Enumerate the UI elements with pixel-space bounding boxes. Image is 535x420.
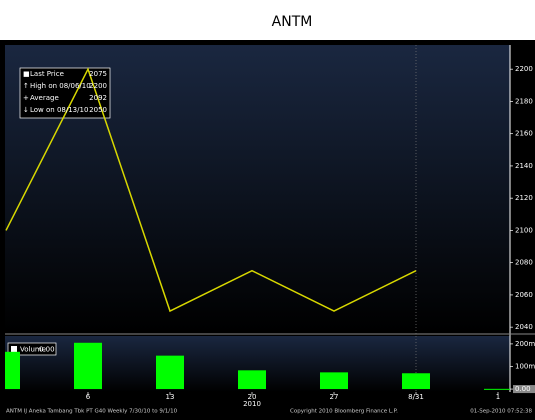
y-tick-label: 2120 [515, 194, 533, 202]
x-tick-label: 8/31 [408, 393, 424, 401]
legend-symbol: ■ [23, 70, 30, 78]
y-tick-label: 200m [515, 340, 535, 348]
volume-bar [156, 355, 184, 390]
price-line [5, 67, 417, 313]
chart-title: ANTM [272, 14, 313, 30]
volume-bar [74, 342, 102, 390]
legend-name: Average [30, 94, 59, 102]
x-sub-label: 2010 [243, 400, 261, 408]
y-tick-label: 2060 [515, 291, 533, 299]
x-tick-label: 1 [496, 393, 500, 401]
y-tick-label: 2140 [515, 162, 533, 170]
y-tick-label: 100m [515, 362, 535, 370]
legend-symbol: ↓ [23, 106, 29, 114]
volume-bar [484, 388, 510, 390]
legend-box [19, 67, 111, 119]
legend-symbol: ↑ [23, 82, 29, 90]
y-tick-label: 2040 [515, 323, 533, 331]
volume-legend-swatch [11, 346, 17, 352]
x-tick-label: 13 [166, 393, 175, 401]
y-tick-label: 2100 [515, 226, 533, 234]
legend-name: Low on 08/13/10 [30, 106, 88, 114]
legend-symbol: + [23, 94, 29, 102]
volume-bar [320, 372, 348, 390]
y-tick-label: 2200 [515, 65, 533, 73]
x-tick-label: 27 [330, 393, 339, 401]
legend-name: High on 08/06/10 [30, 82, 91, 90]
y-tick-label: 2080 [515, 259, 533, 267]
legend-value: 2092 [89, 94, 107, 102]
y-tick-label: 0.00 [515, 385, 531, 393]
volume-bar [402, 373, 430, 390]
legend-value: 2050 [89, 106, 107, 114]
volume-bar [238, 370, 266, 390]
y-tick-highlight [513, 385, 535, 394]
footer-text: Copyright 2010 Bloomberg Finance L.P. [290, 409, 398, 415]
volume-legend-value: 0.00 [39, 346, 55, 354]
y-tick-label: 2160 [515, 130, 533, 138]
footer-text: 01-Sep-2010 07:52:38 [470, 409, 532, 415]
x-tick-label: 6 [86, 393, 91, 401]
legend-value: 2075 [89, 70, 107, 78]
y-tick-label: 2180 [515, 97, 533, 105]
footer-text: ANTM IJ Aneka Tambang Tbk PT G40 Weekly … [6, 409, 178, 415]
legend-name: Last Price [30, 70, 64, 78]
volume-legend-name: Volume [20, 346, 46, 354]
legend-value: 2200 [89, 82, 107, 90]
x-tick-label: 20 [248, 393, 257, 401]
volume-bar [5, 351, 20, 390]
